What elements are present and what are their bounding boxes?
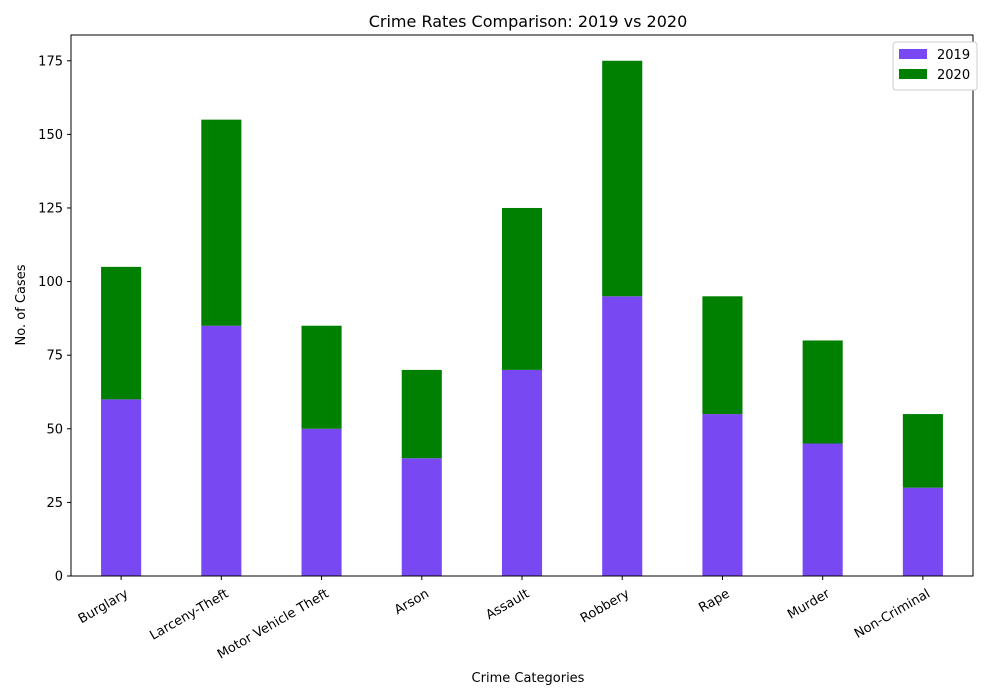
y-tick-label: 150 [38, 128, 63, 143]
y-tick-label: 0 [55, 570, 63, 585]
x-tick-label: Larceny-Theft [147, 586, 231, 643]
bars-group [101, 60, 943, 576]
bar-2020-burglary [101, 266, 142, 400]
bar-2019-assault [501, 369, 543, 576]
bar-2019-arson [401, 458, 442, 576]
bar-2020-larceny-theft [201, 119, 242, 326]
y-tick-label: 25 [46, 496, 63, 511]
x-tick-label: Motor Vehicle Theft [215, 586, 332, 662]
legend-label-2019: 2019 [937, 48, 970, 63]
x-tick-label: Non-Criminal [852, 586, 933, 641]
x-axis-label: Crime Categories [472, 671, 585, 686]
bar-2020-rape [702, 296, 743, 415]
bar-2020-non-criminal [902, 414, 943, 488]
bar-2019-burglary [101, 399, 142, 576]
y-tick-label: 175 [38, 54, 63, 69]
x-tick-label: Burglary [76, 586, 132, 627]
y-tick-label: 100 [38, 275, 63, 290]
bar-2019-larceny-theft [201, 325, 242, 576]
bar-2019-robbery [602, 296, 643, 576]
x-tick-label: Rape [696, 586, 732, 615]
y-tick-label: 50 [46, 422, 63, 437]
legend-swatch-2020 [899, 69, 927, 79]
y-axis: 0 25 50 75 100 125 150 175 [38, 54, 71, 585]
chart-title: Crime Rates Comparison: 2019 vs 2020 [369, 12, 688, 31]
x-tick-label: Robbery [578, 586, 632, 626]
legend-swatch-2019 [899, 49, 927, 59]
bar-2020-motor-vehicle-theft [301, 325, 342, 429]
bar-2019-non-criminal [902, 487, 943, 576]
bar-2019-murder [802, 443, 843, 576]
legend: 2019 2020 [892, 41, 978, 91]
x-tick-label: Murder [785, 586, 833, 622]
bar-2020-murder [802, 340, 843, 444]
x-tick-label: Arson [392, 586, 432, 618]
y-axis-label: No. of Cases [14, 264, 29, 345]
y-tick-label: 75 [46, 349, 63, 364]
bar-2019-rape [702, 414, 743, 576]
bar-2019-motor-vehicle-theft [301, 428, 342, 576]
y-tick-label: 125 [38, 201, 63, 216]
bar-2020-assault [501, 207, 543, 370]
x-tick-label: Assault [483, 586, 532, 623]
bar-2020-arson [401, 369, 442, 459]
legend-label-2020: 2020 [937, 68, 970, 83]
bar-2020-robbery [602, 60, 643, 297]
